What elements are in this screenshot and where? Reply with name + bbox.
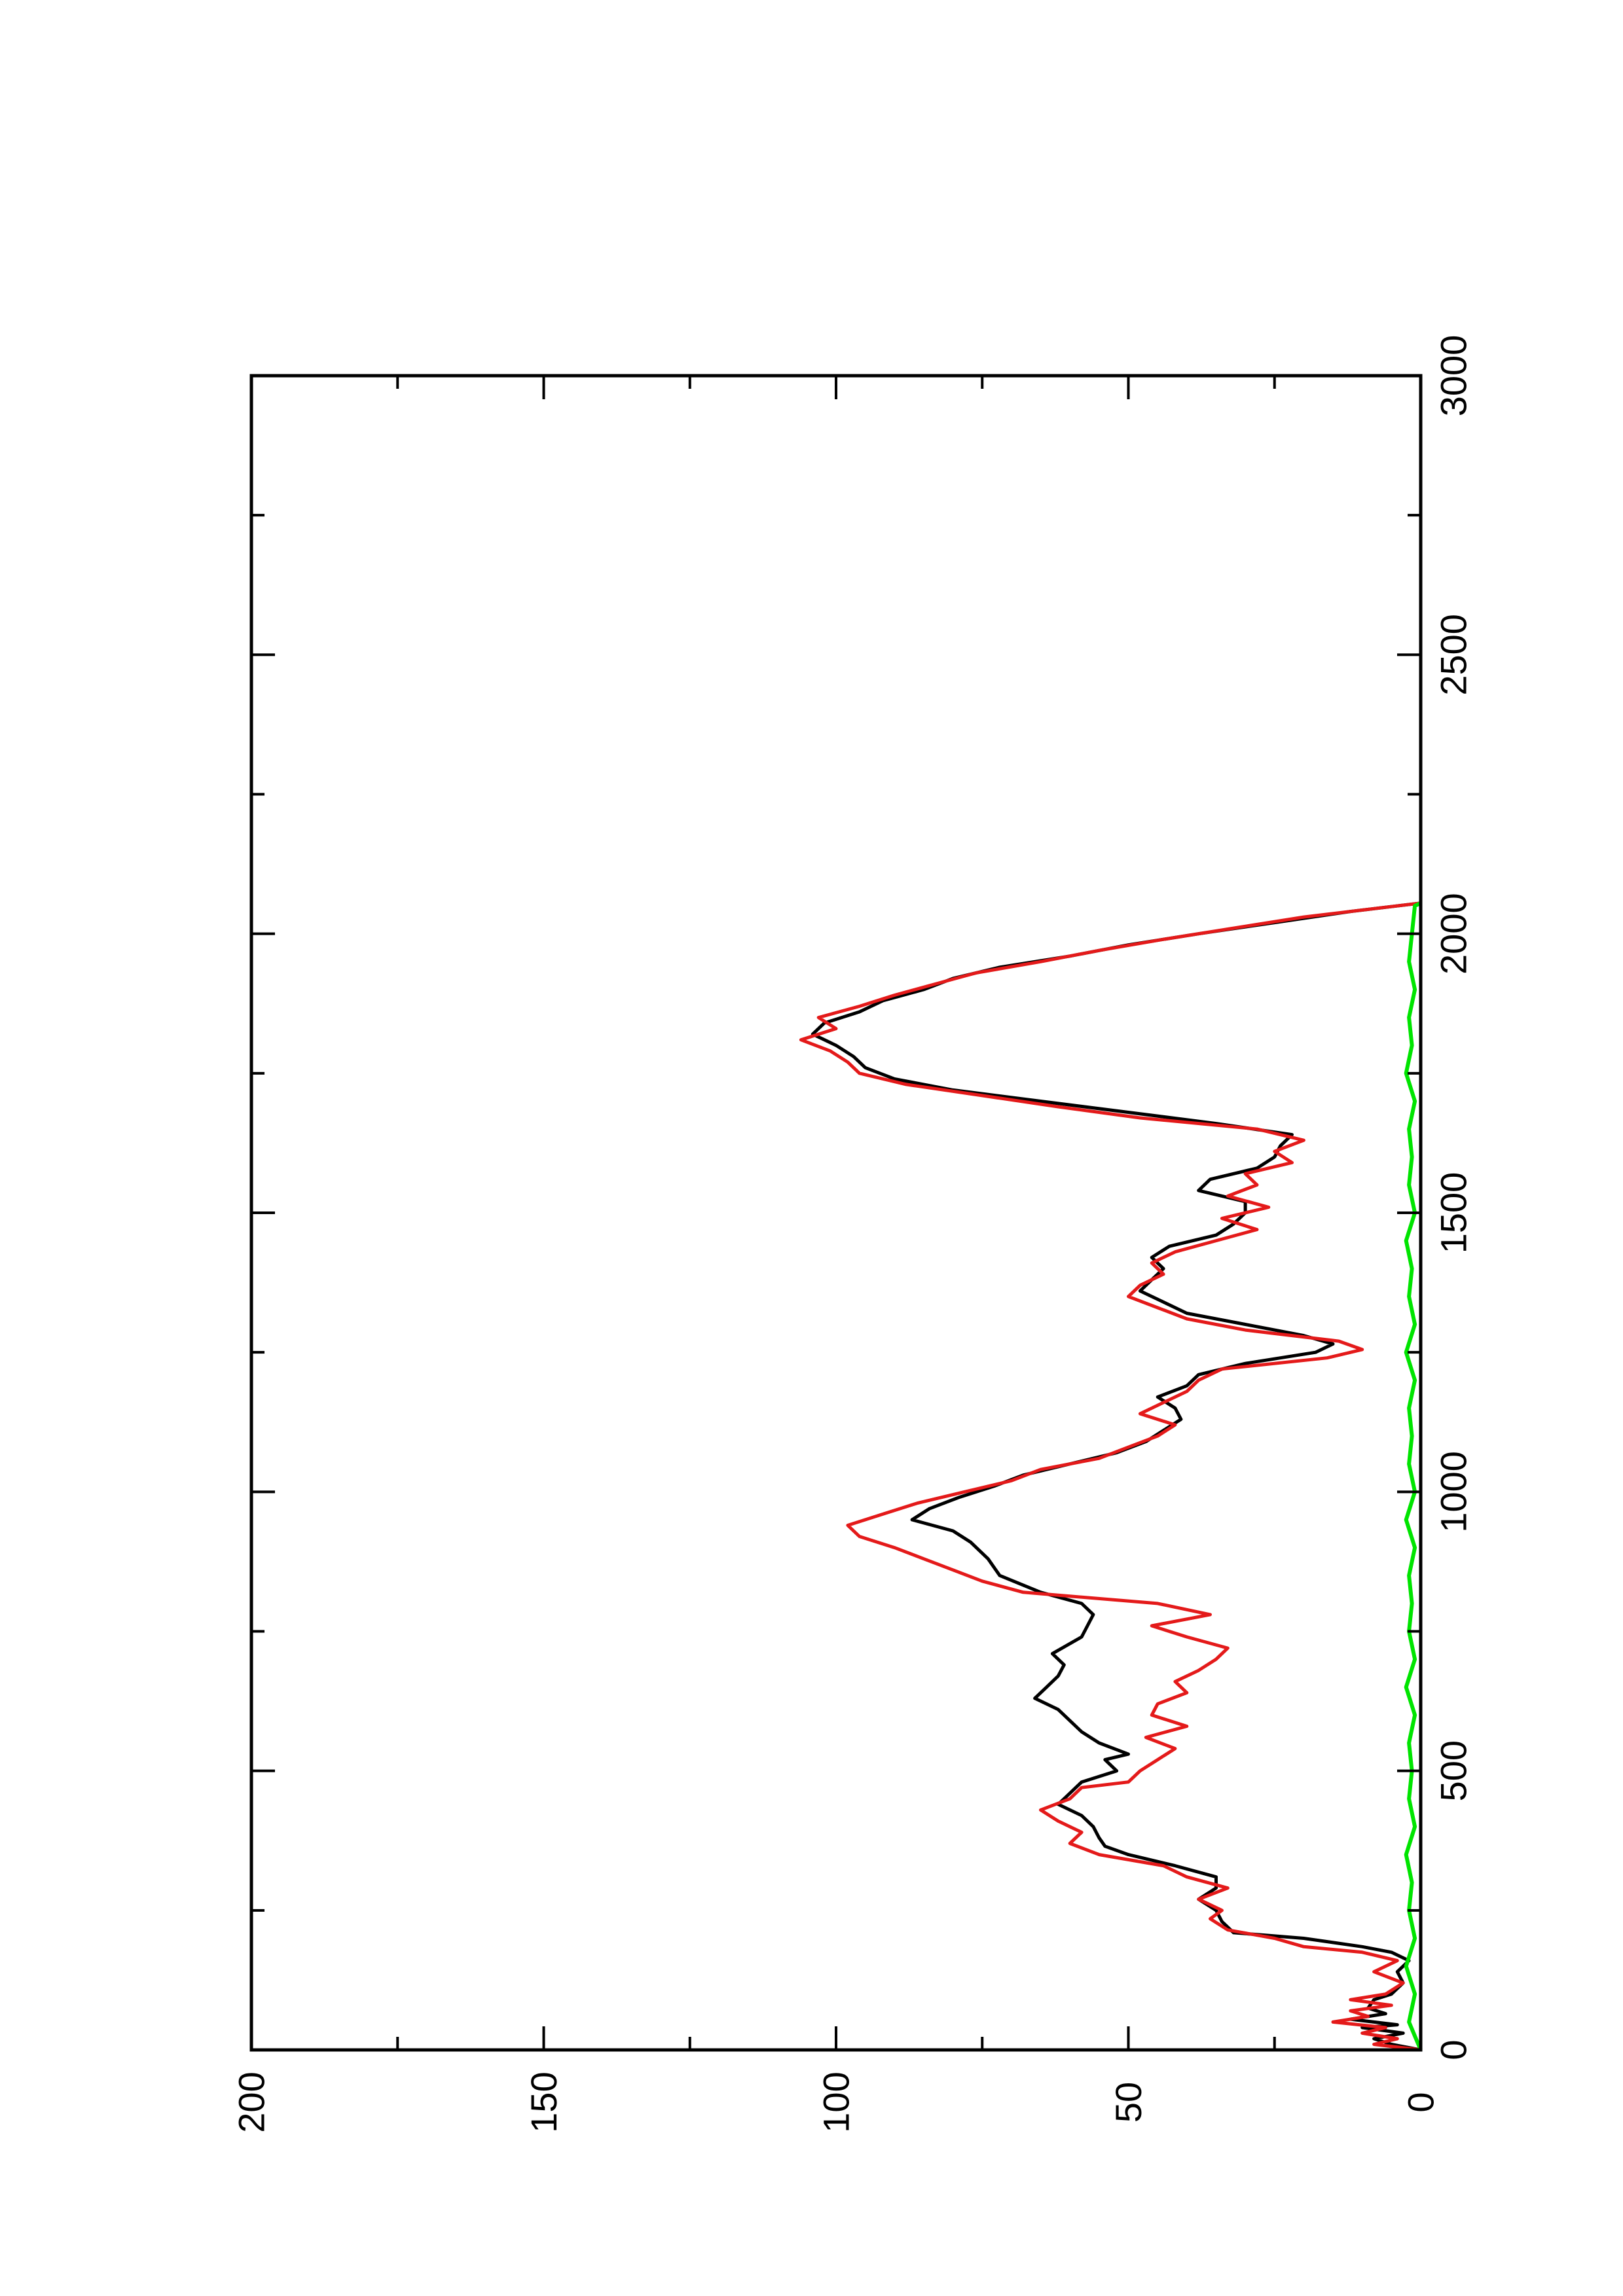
series-layer (799, 901, 1423, 2052)
x-tick-label: 1500 (1433, 1172, 1474, 1254)
red-series-line (799, 901, 1421, 2052)
x-tick-label: 0 (1433, 2039, 1474, 2060)
x-tick-label: 2000 (1433, 893, 1474, 975)
x-tick-label: 1000 (1433, 1451, 1474, 1533)
y-tick-label: 200 (231, 2072, 272, 2132)
y-tick-label: 50 (1108, 2082, 1149, 2123)
x-tick-label: 2500 (1433, 614, 1474, 696)
y-tick-label: 100 (816, 2072, 857, 2132)
y-tick-label: 150 (523, 2072, 564, 2132)
x-tick-label: 500 (1433, 1740, 1474, 1801)
black-series-line (811, 901, 1421, 2052)
y-tick-label: 0 (1400, 2092, 1442, 2112)
green-series-line (1404, 901, 1423, 2051)
tick-layer: 0 500 1000 1500 2000 2500 3000 0 50 100 150 200 (231, 335, 1474, 2133)
x-tick-label: 3000 (1433, 335, 1474, 417)
